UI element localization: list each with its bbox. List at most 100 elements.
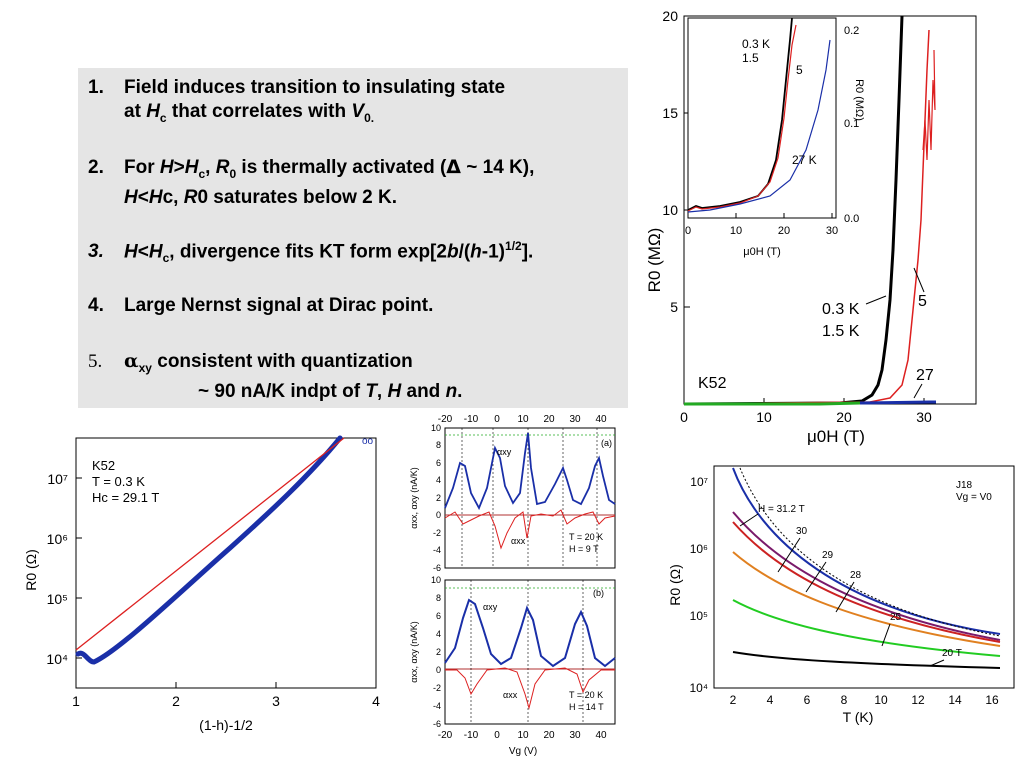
curve-label: H = 31.2 T — [758, 504, 805, 515]
panel-b-label-xx: αxx — [503, 690, 518, 700]
panel-b-label-xy: αxy — [483, 602, 498, 612]
main-ytick: 20 — [662, 8, 678, 24]
curve-25T — [732, 599, 1001, 657]
figure-nernst: -20 -10 0 10 20 30 40 10 8 6 4 2 0 -2 -4… — [409, 414, 616, 757]
panel-a-label-xx: αxx — [511, 536, 526, 546]
panel-label: Hc = 29.1 T — [92, 490, 159, 505]
inset-xtick: 10 — [730, 225, 742, 237]
xlabel: Vg (V) — [509, 746, 537, 757]
summary-text-box: 1. Field induces transition to insulating… — [78, 68, 628, 408]
top-xtick: 20 — [543, 414, 555, 425]
svg-text:4: 4 — [436, 629, 441, 639]
inset-plot-frame — [687, 17, 837, 219]
svg-text:-4: -4 — [433, 545, 441, 555]
svg-text:6: 6 — [804, 693, 811, 707]
panel-b-frame — [444, 579, 616, 725]
svg-text:30: 30 — [569, 730, 581, 741]
panel-a-alpha-xx — [444, 509, 616, 550]
curve-30T — [732, 511, 1001, 641]
panel-b-yticks: 10 8 6 4 2 0 -2 -4 -6 — [431, 575, 441, 729]
bullet-text: b — [446, 241, 459, 263]
bullet-text: H — [148, 241, 163, 263]
annot-27: 27 — [916, 367, 934, 384]
bullet-text: < — [137, 186, 149, 208]
bullet-sub: c — [159, 110, 167, 125]
svg-text:6: 6 — [436, 458, 441, 468]
ytick: 10⁶ — [47, 531, 68, 547]
svg-text:-20: -20 — [438, 730, 453, 741]
condition-label: Vg = V0 — [956, 492, 992, 503]
panel-b-tag: (b) — [593, 588, 604, 598]
ytick: 10⁷ — [47, 471, 68, 487]
bullet-text: , divergence fits KT form exp[2 — [169, 241, 447, 263]
plot-frame — [75, 437, 377, 689]
bottom-xticks: -20 -10 0 10 20 30 40 — [438, 730, 607, 741]
inset-annot: 5 — [796, 63, 803, 77]
bullet-text: ~ 90 nA/K indpt of — [198, 380, 366, 402]
xtick: 2 — [172, 693, 180, 709]
curve-label: 25 — [890, 612, 902, 623]
main-ylabel: R0 (MΩ) — [645, 228, 664, 293]
bullet-text: -1) — [481, 241, 506, 263]
bullet-text: For — [124, 157, 160, 178]
xtick: 1 — [72, 693, 80, 709]
svg-text:-2: -2 — [433, 683, 441, 693]
panel-a-ylabel: αxx, αxy (nA/K) — [409, 467, 419, 528]
sample-label: J18 — [956, 480, 973, 491]
svg-text:16: 16 — [985, 693, 999, 707]
xtick: 3 — [272, 693, 280, 709]
curve-29T — [732, 521, 1001, 643]
plot-frame — [713, 465, 1015, 689]
svg-text:2: 2 — [436, 647, 441, 657]
bullet-sup: 1/2 — [505, 239, 522, 253]
inset-ytick: 0.2 — [844, 25, 859, 37]
panel-b-ylabel: αxx, αxy (nA/K) — [409, 621, 419, 682]
ytick: 10⁵ — [47, 591, 68, 607]
main-xtick: 10 — [756, 409, 772, 425]
svg-text:10⁵: 10⁵ — [690, 609, 708, 623]
top-xtick: 0 — [494, 414, 500, 425]
svg-text:10: 10 — [431, 575, 441, 585]
curve-0.3K — [683, 15, 904, 406]
top-xtick: -20 — [438, 414, 453, 425]
bullet-sub: 0. — [364, 110, 375, 125]
curve-1.5K-green — [684, 401, 861, 406]
panel-a-label-xy: αxy — [497, 447, 512, 457]
annot-5: 5 — [918, 293, 927, 310]
panel-a-yticks: 10 8 6 4 2 0 -2 -4 -6 — [431, 423, 441, 573]
bullet-text: ~ 14 K), — [461, 157, 535, 178]
bullet-text: R — [215, 157, 230, 178]
svg-text:10⁶: 10⁶ — [690, 542, 708, 556]
inset-curve-5K — [687, 24, 797, 212]
curve-label: 29 — [822, 550, 834, 561]
delta-symbol: Δ — [446, 156, 462, 178]
bullet-5: 5. αxy consistent with quantization ~ 90 … — [88, 349, 462, 404]
inset-ytick: 0.1 — [844, 118, 859, 130]
xlabel: T (K) — [843, 709, 874, 725]
svg-text:-6: -6 — [433, 719, 441, 729]
curve-27K — [859, 400, 936, 405]
bullet-text: n — [445, 380, 458, 402]
bullet-text: is thermally activated ( — [236, 157, 447, 178]
panel-b-alpha-xx — [445, 667, 615, 710]
bullet-text: T — [365, 380, 377, 402]
svg-text:10⁷: 10⁷ — [690, 475, 708, 489]
bullet-text: , — [205, 157, 216, 178]
svg-text:2: 2 — [436, 493, 441, 503]
bullet-text: h — [470, 241, 482, 263]
main-ytick: 10 — [662, 202, 678, 218]
bullet-text: . — [457, 380, 463, 402]
curve-label-arrows — [739, 513, 945, 667]
svg-text:0: 0 — [436, 665, 441, 675]
bullet-text: H — [124, 186, 138, 208]
panel-a-cond: H = 9 T — [569, 544, 599, 554]
bullet-number: 5. — [88, 351, 103, 372]
panel-b-alpha-xy — [444, 598, 616, 668]
svg-text:4: 4 — [767, 693, 774, 707]
xtick: 4 — [372, 693, 380, 709]
curve-28T — [732, 551, 1001, 647]
bullet-text: H — [124, 241, 138, 263]
svg-text:6: 6 — [436, 611, 441, 621]
bullet-text: H — [387, 380, 402, 402]
inset-annot: 1.5 — [742, 51, 759, 65]
